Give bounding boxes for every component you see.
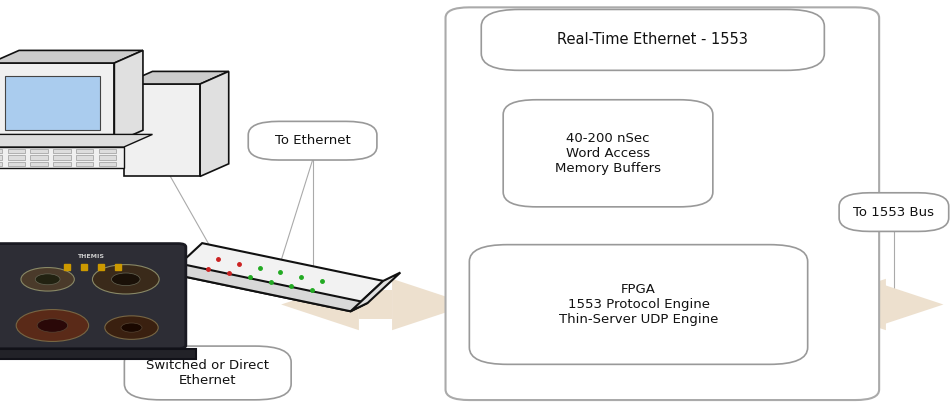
FancyBboxPatch shape: [838, 193, 947, 231]
FancyBboxPatch shape: [0, 349, 196, 359]
FancyBboxPatch shape: [0, 162, 2, 166]
FancyBboxPatch shape: [468, 244, 806, 364]
FancyBboxPatch shape: [248, 121, 377, 160]
Polygon shape: [0, 63, 114, 143]
Circle shape: [35, 274, 60, 285]
Circle shape: [37, 319, 68, 332]
Circle shape: [92, 265, 159, 294]
Polygon shape: [586, 232, 628, 244]
Polygon shape: [124, 71, 228, 84]
Text: To 1553 Bus: To 1553 Bus: [853, 206, 933, 218]
Polygon shape: [864, 279, 942, 330]
Polygon shape: [200, 71, 228, 176]
FancyBboxPatch shape: [53, 149, 70, 153]
FancyBboxPatch shape: [0, 155, 2, 160]
FancyBboxPatch shape: [5, 76, 100, 130]
FancyBboxPatch shape: [53, 155, 70, 160]
Polygon shape: [124, 84, 200, 176]
Circle shape: [105, 316, 158, 339]
FancyBboxPatch shape: [503, 100, 712, 207]
FancyBboxPatch shape: [99, 155, 116, 160]
FancyBboxPatch shape: [124, 346, 290, 400]
FancyBboxPatch shape: [30, 149, 48, 153]
FancyBboxPatch shape: [0, 244, 186, 349]
FancyBboxPatch shape: [99, 162, 116, 166]
Circle shape: [21, 268, 74, 291]
FancyBboxPatch shape: [53, 162, 70, 166]
Text: To Ethernet: To Ethernet: [274, 134, 350, 147]
FancyBboxPatch shape: [481, 10, 823, 70]
Text: THEMIS: THEMIS: [77, 254, 104, 259]
FancyBboxPatch shape: [445, 7, 878, 400]
Polygon shape: [0, 50, 143, 63]
FancyBboxPatch shape: [76, 162, 93, 166]
Polygon shape: [391, 279, 469, 330]
Text: FPGA
1553 Protocol Engine
Thin-Server UDP Engine: FPGA 1553 Protocol Engine Thin-Server UD…: [558, 283, 718, 326]
FancyBboxPatch shape: [76, 149, 93, 153]
Circle shape: [111, 273, 140, 286]
Polygon shape: [0, 134, 152, 147]
Text: 40-200 nSec
Word Access
Memory Buffers: 40-200 nSec Word Access Memory Buffers: [554, 132, 661, 175]
Text: Real-Time Ethernet - 1553: Real-Time Ethernet - 1553: [557, 32, 747, 47]
Polygon shape: [169, 265, 367, 311]
Polygon shape: [350, 273, 400, 311]
Polygon shape: [281, 279, 359, 330]
FancyBboxPatch shape: [8, 155, 25, 160]
Circle shape: [16, 310, 89, 341]
Polygon shape: [807, 279, 885, 330]
FancyBboxPatch shape: [0, 149, 2, 153]
Polygon shape: [0, 147, 124, 168]
FancyBboxPatch shape: [359, 290, 391, 319]
FancyBboxPatch shape: [864, 290, 885, 319]
Polygon shape: [169, 243, 383, 311]
FancyBboxPatch shape: [8, 149, 25, 153]
FancyBboxPatch shape: [30, 162, 48, 166]
Circle shape: [121, 323, 142, 332]
Polygon shape: [114, 50, 143, 143]
FancyBboxPatch shape: [99, 149, 116, 153]
Text: Switched or Direct
Ethernet: Switched or Direct Ethernet: [146, 359, 269, 387]
FancyBboxPatch shape: [76, 155, 93, 160]
FancyBboxPatch shape: [30, 155, 48, 160]
Polygon shape: [586, 208, 628, 221]
FancyBboxPatch shape: [596, 220, 619, 232]
FancyBboxPatch shape: [8, 162, 25, 166]
